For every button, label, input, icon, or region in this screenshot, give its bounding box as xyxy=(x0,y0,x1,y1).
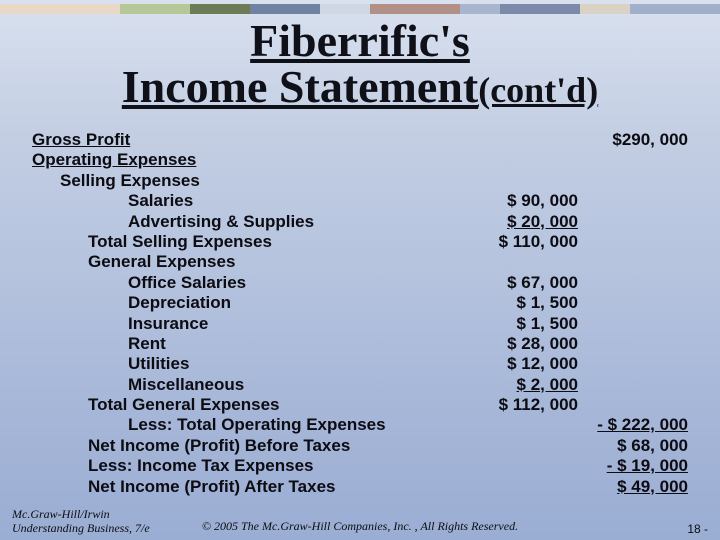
row-gross-profit: Gross Profit $290, 000 xyxy=(32,130,688,150)
slide-title: Fiberrific's Income Statement(cont'd) xyxy=(0,18,720,110)
line-item-label: Depreciation xyxy=(32,293,478,313)
top-color-bar xyxy=(0,4,720,14)
row-general-total: Total General Expenses $ 112, 000 xyxy=(32,395,688,415)
gross-profit-amount: $290, 000 xyxy=(578,130,688,150)
total-general-amount: $ 112, 000 xyxy=(478,395,578,415)
line-item-amount: $ 12, 000 xyxy=(478,354,578,374)
line-item-label: Miscellaneous xyxy=(32,375,478,395)
line-item-label: Insurance xyxy=(32,314,478,334)
row-op-exp-header: Operating Expenses xyxy=(32,150,688,170)
row-general-item: Miscellaneous $ 2, 000 xyxy=(32,375,688,395)
row-selling-total: Total Selling Expenses $ 110, 000 xyxy=(32,232,688,252)
line-item-amount: $ 1, 500 xyxy=(478,293,578,313)
less-total-op-amount: - $ 222, 000 xyxy=(578,415,688,435)
total-general-label: Total General Expenses xyxy=(32,395,478,415)
title-line-1: Fiberrific's xyxy=(0,18,720,64)
row-general-header: General Expenses xyxy=(32,252,688,272)
row-selling-item: Advertising & Supplies $ 20, 000 xyxy=(32,212,688,232)
row-general-item: Depreciation $ 1, 500 xyxy=(32,293,688,313)
line-item-amount: $ 28, 000 xyxy=(478,334,578,354)
line-item-amount: $ 20, 000 xyxy=(478,212,578,232)
net-after-tax-amount: $ 49, 000 xyxy=(578,477,688,497)
line-item-amount: $ 2, 000 xyxy=(478,375,578,395)
line-item-label: Salaries xyxy=(32,191,478,211)
line-item-amount: $ 67, 000 xyxy=(478,273,578,293)
row-general-item: Rent $ 28, 000 xyxy=(32,334,688,354)
row-selling-item: Salaries $ 90, 000 xyxy=(32,191,688,211)
slide-footer: Mc.Graw-Hill/Irwin Understanding Busines… xyxy=(12,508,708,536)
line-item-label: Office Salaries xyxy=(32,273,478,293)
line-item-amount: $ 90, 000 xyxy=(478,191,578,211)
line-item-label: Utilities xyxy=(32,354,478,374)
row-selling-header: Selling Expenses xyxy=(32,171,688,191)
gross-profit-label: Gross Profit xyxy=(32,130,478,150)
row-general-item: Insurance $ 1, 500 xyxy=(32,314,688,334)
net-after-tax-label: Net Income (Profit) After Taxes xyxy=(32,477,478,497)
income-statement-body: Gross Profit $290, 000 Operating Expense… xyxy=(32,130,688,498)
operating-expenses-label: Operating Expenses xyxy=(32,150,478,170)
net-before-tax-label: Net Income (Profit) Before Taxes xyxy=(32,436,478,456)
row-general-item: Utilities $ 12, 000 xyxy=(32,354,688,374)
line-item-label: Rent xyxy=(32,334,478,354)
less-total-op-label: Less: Total Operating Expenses xyxy=(32,415,478,435)
row-general-item: Office Salaries $ 67, 000 xyxy=(32,273,688,293)
title-subtitle: (cont'd) xyxy=(478,70,598,110)
total-selling-label: Total Selling Expenses xyxy=(32,232,478,252)
row-net-after-tax: Net Income (Profit) After Taxes $ 49, 00… xyxy=(32,477,688,497)
line-item-label: Advertising & Supplies xyxy=(32,212,478,232)
less-income-tax-label: Less: Income Tax Expenses xyxy=(32,456,478,476)
row-less-income-tax: Less: Income Tax Expenses - $ 19, 000 xyxy=(32,456,688,476)
less-income-tax-amount: - $ 19, 000 xyxy=(578,456,688,476)
general-expenses-label: General Expenses xyxy=(32,252,478,272)
title-line-2: Income Statement xyxy=(122,61,478,112)
total-selling-amount: $ 110, 000 xyxy=(478,232,578,252)
selling-expenses-label: Selling Expenses xyxy=(32,171,478,191)
net-before-tax-amount: $ 68, 000 xyxy=(578,436,688,456)
footer-copyright: © 2005 The Mc.Graw-Hill Companies, Inc. … xyxy=(12,519,708,534)
row-less-total-op: Less: Total Operating Expenses - $ 222, … xyxy=(32,415,688,435)
row-net-before-tax: Net Income (Profit) Before Taxes $ 68, 0… xyxy=(32,436,688,456)
line-item-amount: $ 1, 500 xyxy=(478,314,578,334)
